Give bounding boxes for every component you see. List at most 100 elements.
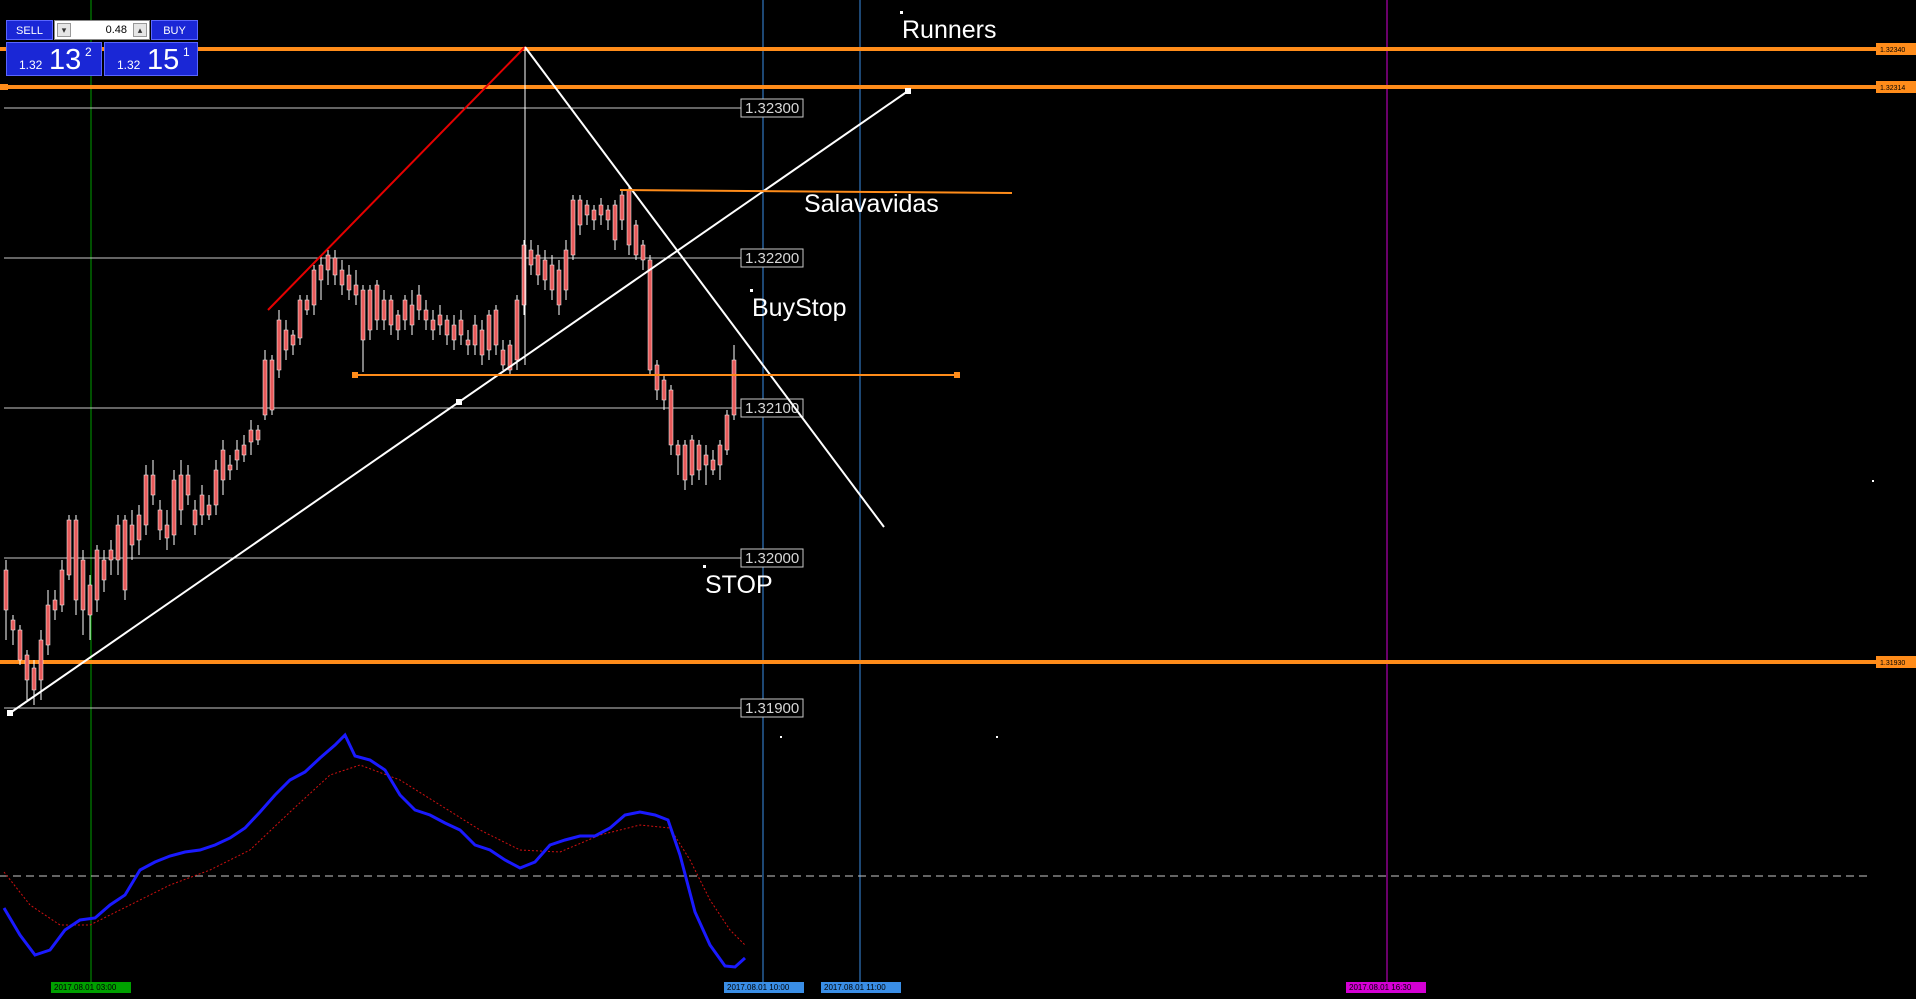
buy-quote-prefix: 1.32 bbox=[117, 58, 141, 72]
stop-label[interactable]: STOP bbox=[705, 571, 773, 599]
triangle-up-icon[interactable]: ▴ bbox=[133, 23, 147, 37]
candle-body bbox=[276, 319, 282, 371]
orange-level-label: 1.32314 bbox=[1880, 85, 1905, 92]
runners-label[interactable]: Runners bbox=[902, 16, 997, 44]
salvavidas-label[interactable]: Salavavidas bbox=[804, 190, 939, 218]
candle-body bbox=[395, 314, 401, 331]
candle-body bbox=[339, 269, 345, 286]
sell-quote-big: 13 bbox=[49, 44, 82, 76]
candle-body bbox=[360, 289, 366, 341]
orange-level-label: 1.31930 bbox=[1880, 660, 1905, 667]
lot-size-field[interactable]: ▾ 0.48 ▴ bbox=[54, 20, 150, 40]
candle-body bbox=[171, 479, 177, 536]
candle-body bbox=[80, 559, 86, 611]
candle-body bbox=[353, 284, 359, 296]
candle-body bbox=[451, 324, 457, 341]
time-tag-label: 2017.08.01 10:00 bbox=[727, 983, 790, 992]
trend-anchor-start[interactable] bbox=[7, 710, 13, 716]
indicator-main-line bbox=[2, 732, 747, 969]
candle-body bbox=[290, 334, 296, 346]
candle-body bbox=[675, 444, 681, 456]
candle-body bbox=[605, 209, 611, 221]
candle-body bbox=[626, 189, 632, 246]
sell-quote-sup: 2 bbox=[85, 45, 92, 59]
orange-levels: 1.32340 1.32314 1.31930 bbox=[0, 43, 1916, 668]
candle-body bbox=[549, 264, 555, 291]
price-tag-box bbox=[740, 398, 804, 418]
triangle-down-icon[interactable]: ▾ bbox=[57, 23, 71, 37]
trend-anchor-end[interactable] bbox=[905, 88, 911, 94]
time-tag-label: 2017.08.01 03:00 bbox=[54, 983, 117, 992]
buystop-label[interactable]: BuyStop bbox=[752, 294, 847, 322]
candle-body bbox=[108, 549, 114, 561]
candle-body bbox=[486, 314, 492, 351]
candle-body bbox=[227, 464, 233, 471]
candle-body bbox=[668, 389, 674, 446]
candle-body bbox=[647, 259, 653, 371]
candle-body bbox=[717, 444, 723, 466]
candle-body bbox=[465, 339, 471, 346]
candle-body bbox=[17, 629, 23, 661]
candle-body bbox=[556, 269, 562, 306]
price-tag-label: 1.32300 bbox=[745, 100, 799, 117]
orange-level-tag bbox=[1876, 656, 1916, 668]
candle-body bbox=[325, 254, 331, 271]
candle-body bbox=[101, 559, 107, 581]
candle-body bbox=[437, 314, 443, 326]
candle-body bbox=[94, 549, 100, 601]
red-trend-line[interactable] bbox=[267, 46, 526, 311]
trend-anchor-mid[interactable] bbox=[456, 399, 462, 405]
white-trend-line-down[interactable] bbox=[524, 46, 885, 528]
candle-body bbox=[381, 299, 387, 321]
candle-body bbox=[619, 194, 625, 221]
price-tag-label: 1.32000 bbox=[745, 550, 799, 567]
sell-quote-button[interactable]: 1.32 13 2 bbox=[6, 42, 102, 76]
candle-body bbox=[416, 294, 422, 311]
orange-level-label: 1.32340 bbox=[1880, 47, 1905, 54]
candle-body bbox=[45, 604, 51, 646]
buystop-line-handle-left[interactable] bbox=[352, 372, 358, 378]
time-tag-box bbox=[724, 982, 804, 993]
candle-body bbox=[584, 204, 590, 216]
candle-body bbox=[535, 254, 541, 276]
candle-body bbox=[570, 199, 576, 256]
runners-anchor-dot bbox=[900, 11, 903, 14]
orange-level-handle[interactable] bbox=[0, 84, 8, 90]
candle-body bbox=[283, 329, 289, 351]
candle-body bbox=[703, 454, 709, 466]
candle-body bbox=[178, 474, 184, 511]
candle-body bbox=[87, 584, 93, 616]
candle-body bbox=[129, 524, 135, 546]
candle-body bbox=[115, 524, 121, 561]
candle-body bbox=[507, 344, 513, 371]
price-grid: 1.32300 1.32200 1.32100 1.32000 1.31900 bbox=[4, 98, 804, 718]
price-tag-label: 1.32100 bbox=[745, 400, 799, 417]
candle-body bbox=[136, 514, 142, 541]
buystop-line-handle-right[interactable] bbox=[954, 372, 960, 378]
candle-body bbox=[724, 414, 730, 451]
sell-quote-prefix: 1.32 bbox=[19, 58, 43, 72]
candle-body bbox=[423, 309, 429, 321]
price-tag-box bbox=[740, 548, 804, 568]
orange-level-tag bbox=[1876, 81, 1916, 93]
candle-body bbox=[598, 204, 604, 216]
buy-quote-button[interactable]: 1.32 15 1 bbox=[104, 42, 198, 76]
candle-body bbox=[367, 289, 373, 331]
time-tag-label: 2017.08.01 16:30 bbox=[1349, 983, 1412, 992]
sell-button[interactable]: SELL bbox=[6, 20, 53, 40]
time-tag-box bbox=[51, 982, 131, 993]
candle-body bbox=[640, 244, 646, 261]
candle-body bbox=[731, 359, 737, 416]
candle-body bbox=[542, 259, 548, 281]
candle-body bbox=[199, 494, 205, 516]
candle-body bbox=[59, 569, 65, 606]
candle-body bbox=[528, 249, 534, 266]
candle-body bbox=[24, 654, 30, 681]
lot-size-value[interactable]: 0.48 bbox=[105, 24, 127, 36]
buy-button[interactable]: BUY bbox=[151, 20, 198, 40]
time-tag-box bbox=[1346, 982, 1426, 993]
time-tag-box bbox=[821, 982, 901, 993]
price-tag-label: 1.31900 bbox=[745, 700, 799, 717]
salvavidas-line[interactable] bbox=[619, 189, 1013, 194]
